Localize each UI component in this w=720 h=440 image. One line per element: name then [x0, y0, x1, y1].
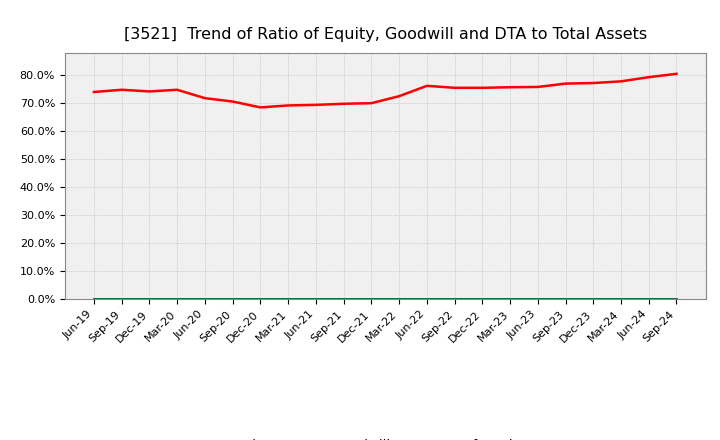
Equity: [228, 99, 237, 104]
Equity: [339, 101, 348, 106]
Goodwill: [478, 297, 487, 302]
Equity: [423, 83, 431, 88]
Goodwill: [117, 297, 126, 302]
Deferred Tax Assets: [201, 297, 210, 302]
Equity: [256, 105, 265, 110]
Equity: [478, 85, 487, 91]
Goodwill: [395, 297, 403, 302]
Equity: [89, 89, 98, 95]
Deferred Tax Assets: [478, 297, 487, 302]
Goodwill: [145, 297, 154, 302]
Equity: [616, 79, 625, 84]
Deferred Tax Assets: [89, 297, 98, 302]
Deferred Tax Assets: [284, 297, 292, 302]
Deferred Tax Assets: [117, 297, 126, 302]
Equity: [145, 89, 154, 94]
Equity: [644, 74, 653, 80]
Deferred Tax Assets: [339, 297, 348, 302]
Equity: [395, 94, 403, 99]
Goodwill: [173, 297, 181, 302]
Deferred Tax Assets: [644, 297, 653, 302]
Equity: [117, 87, 126, 92]
Deferred Tax Assets: [534, 297, 542, 302]
Equity: [312, 102, 320, 107]
Deferred Tax Assets: [228, 297, 237, 302]
Deferred Tax Assets: [423, 297, 431, 302]
Equity: [589, 81, 598, 86]
Deferred Tax Assets: [145, 297, 154, 302]
Goodwill: [89, 297, 98, 302]
Deferred Tax Assets: [616, 297, 625, 302]
Equity: [450, 85, 459, 91]
Equity: [505, 84, 514, 90]
Goodwill: [561, 297, 570, 302]
Deferred Tax Assets: [505, 297, 514, 302]
Deferred Tax Assets: [367, 297, 376, 302]
Goodwill: [644, 297, 653, 302]
Deferred Tax Assets: [256, 297, 265, 302]
Deferred Tax Assets: [672, 297, 681, 302]
Line: Equity: Equity: [94, 74, 677, 107]
Goodwill: [616, 297, 625, 302]
Goodwill: [505, 297, 514, 302]
Goodwill: [534, 297, 542, 302]
Equity: [173, 87, 181, 92]
Goodwill: [284, 297, 292, 302]
Goodwill: [312, 297, 320, 302]
Goodwill: [367, 297, 376, 302]
Goodwill: [256, 297, 265, 302]
Deferred Tax Assets: [561, 297, 570, 302]
Legend: Equity, Goodwill, Deferred Tax Assets: Equity, Goodwill, Deferred Tax Assets: [179, 434, 591, 440]
Deferred Tax Assets: [173, 297, 181, 302]
Equity: [367, 101, 376, 106]
Goodwill: [423, 297, 431, 302]
Title: [3521]  Trend of Ratio of Equity, Goodwill and DTA to Total Assets: [3521] Trend of Ratio of Equity, Goodwil…: [124, 27, 647, 42]
Goodwill: [228, 297, 237, 302]
Goodwill: [672, 297, 681, 302]
Goodwill: [450, 297, 459, 302]
Goodwill: [589, 297, 598, 302]
Deferred Tax Assets: [395, 297, 403, 302]
Goodwill: [201, 297, 210, 302]
Deferred Tax Assets: [589, 297, 598, 302]
Equity: [534, 84, 542, 90]
Equity: [561, 81, 570, 86]
Equity: [284, 103, 292, 108]
Equity: [201, 95, 210, 101]
Deferred Tax Assets: [450, 297, 459, 302]
Deferred Tax Assets: [312, 297, 320, 302]
Equity: [672, 71, 681, 77]
Goodwill: [339, 297, 348, 302]
